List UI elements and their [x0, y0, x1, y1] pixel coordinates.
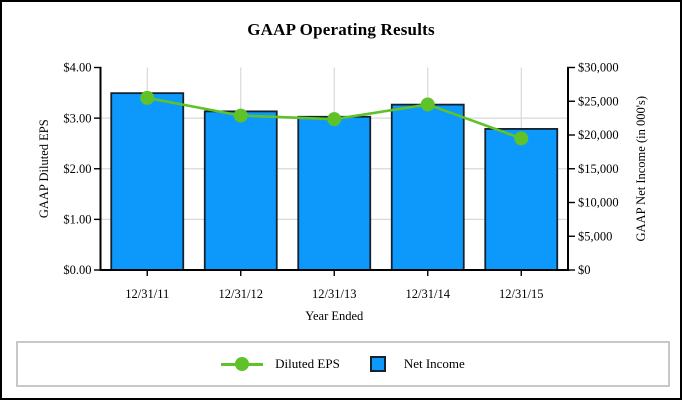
legend-line-marker-icon	[221, 357, 264, 371]
marker-diluted-eps	[327, 112, 342, 127]
right-axis-title: GAAP Net Income (in 000's)	[634, 96, 648, 242]
left-axis-title: GAAP Diluted EPS	[37, 119, 51, 218]
x-axis-category-label: 12/31/13	[312, 287, 356, 301]
legend-label-net-income: Net Income	[403, 356, 465, 371]
left-axis-tick-label: $3.00	[63, 111, 91, 125]
x-axis-category-label: 12/31/12	[219, 287, 263, 301]
legend-items: Diluted EPS Net Income	[221, 356, 465, 372]
left-axis-tick-label: $0.00	[63, 263, 91, 277]
chart-plot-area: $0.00 $1.00 $2.00 $3.00 $4.00 $0 $5,000 $10,000…	[37, 61, 648, 323]
right-axis-tick-label: $15,000	[578, 162, 619, 176]
marker-diluted-eps	[140, 90, 155, 105]
legend-box: Diluted EPS Net Income	[16, 341, 670, 387]
left-axis-tick-label: $1.00	[63, 213, 91, 227]
right-axis-tick-label: $5,000	[578, 229, 612, 243]
left-axis-tick-label: $4.00	[63, 61, 91, 75]
right-axis-tick-label: $30,000	[578, 61, 619, 75]
x-axis-category-label: 12/31/15	[499, 287, 543, 301]
right-axis-tick-label: $25,000	[578, 94, 619, 108]
bar-net-income	[203, 110, 278, 271]
bar-net-income	[297, 115, 372, 271]
left-axis-tick-label: $2.00	[63, 162, 91, 176]
marker-diluted-eps	[420, 97, 435, 112]
legend-item-net-income: Net Income	[369, 356, 465, 372]
right-axis-tick-label: $10,000	[578, 196, 619, 210]
right-axis-tick-label: $20,000	[578, 128, 619, 142]
chart-title: GAAP Operating Results	[247, 20, 435, 39]
x-axis-title: Year Ended	[305, 309, 364, 323]
bar-net-income	[484, 128, 559, 271]
legend-item-diluted-eps: Diluted EPS	[221, 356, 340, 372]
x-axis-category-label: 12/31/14	[406, 287, 451, 301]
marker-diluted-eps	[514, 131, 529, 146]
legend-label-diluted-eps: Diluted EPS	[275, 356, 340, 371]
right-axis-tick-label: $0	[578, 263, 591, 277]
x-axis-category-label: 12/31/11	[125, 287, 169, 301]
marker-diluted-eps	[233, 108, 248, 123]
legend-square-icon	[369, 356, 386, 372]
legend-dot-icon	[235, 357, 250, 371]
bar-net-income	[390, 103, 465, 271]
bar-net-income	[110, 92, 185, 271]
